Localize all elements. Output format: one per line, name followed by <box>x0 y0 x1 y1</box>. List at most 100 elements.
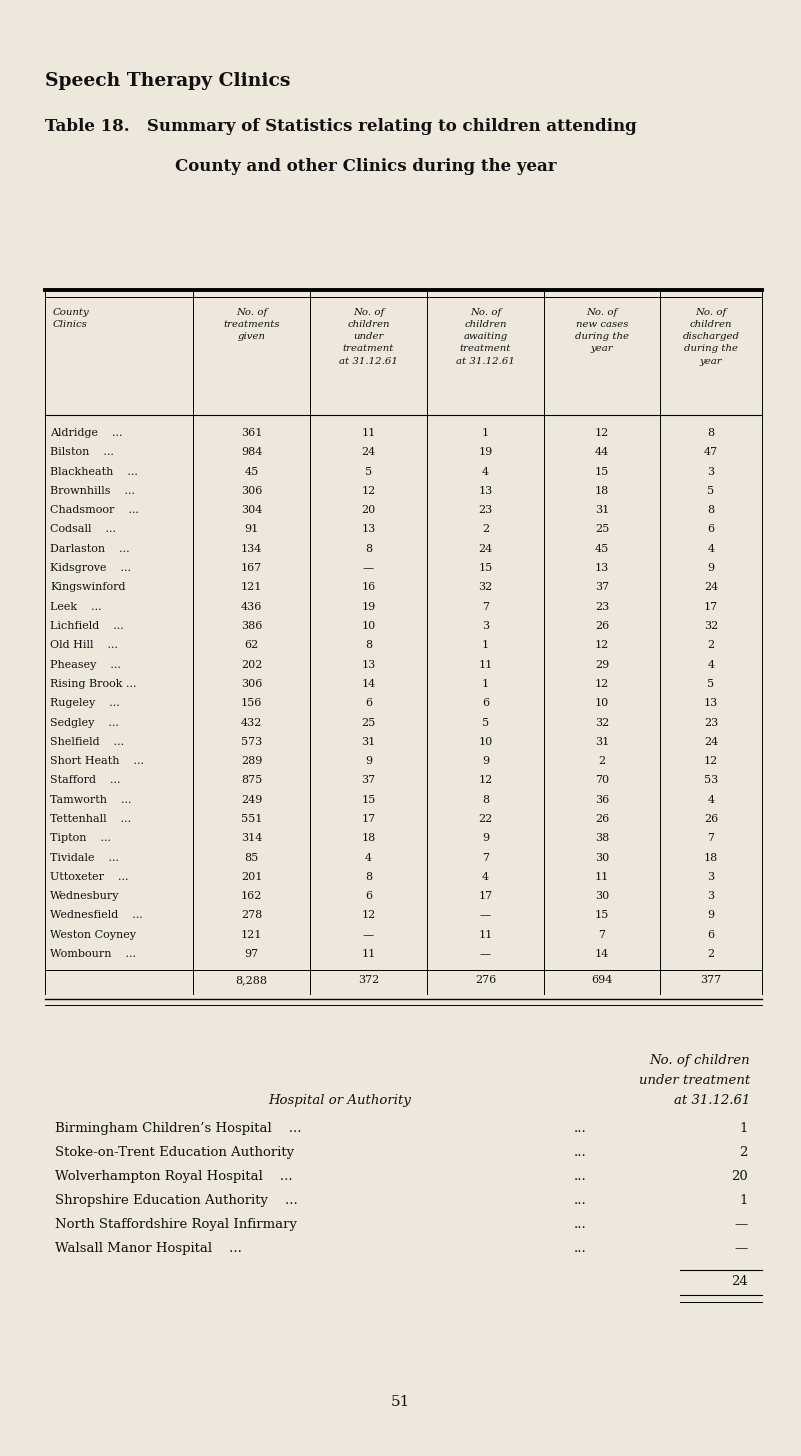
Text: —: — <box>363 563 374 574</box>
Text: 47: 47 <box>704 447 718 457</box>
Text: 2: 2 <box>707 949 714 960</box>
Text: 97: 97 <box>244 949 259 960</box>
Text: 121: 121 <box>241 930 262 939</box>
Text: 18: 18 <box>595 486 609 496</box>
Text: 12: 12 <box>595 641 609 651</box>
Text: Speech Therapy Clinics: Speech Therapy Clinics <box>45 71 291 90</box>
Text: 12: 12 <box>478 776 493 785</box>
Text: 26: 26 <box>704 814 718 824</box>
Text: 4: 4 <box>482 872 489 882</box>
Text: 13: 13 <box>361 524 376 534</box>
Text: Rising Brook ...: Rising Brook ... <box>50 678 136 689</box>
Text: 37: 37 <box>361 776 376 785</box>
Text: 11: 11 <box>361 428 376 438</box>
Text: 8: 8 <box>365 543 372 553</box>
Text: Rugeley    ...: Rugeley ... <box>50 699 120 708</box>
Text: Wednesbury: Wednesbury <box>50 891 119 901</box>
Text: Wombourn    ...: Wombourn ... <box>50 949 136 960</box>
Text: Tamworth    ...: Tamworth ... <box>50 795 131 805</box>
Text: Shelfield    ...: Shelfield ... <box>50 737 124 747</box>
Text: ...: ... <box>574 1169 586 1182</box>
Text: 4: 4 <box>482 466 489 476</box>
Text: Hospital or Authority: Hospital or Authority <box>268 1093 412 1107</box>
Text: Leek    ...: Leek ... <box>50 601 102 612</box>
Text: 20: 20 <box>361 505 376 515</box>
Text: No. of
children
under
treatment
at 31.12.61: No. of children under treatment at 31.12… <box>339 309 398 365</box>
Text: 24: 24 <box>704 737 718 747</box>
Text: 6: 6 <box>365 699 372 708</box>
Text: Wednesfield    ...: Wednesfield ... <box>50 910 143 920</box>
Text: 134: 134 <box>241 543 262 553</box>
Text: 304: 304 <box>241 505 262 515</box>
Text: 2: 2 <box>707 641 714 651</box>
Text: 18: 18 <box>361 833 376 843</box>
Text: 5: 5 <box>707 678 714 689</box>
Text: 19: 19 <box>478 447 493 457</box>
Text: —: — <box>735 1217 748 1230</box>
Text: Stafford    ...: Stafford ... <box>50 776 120 785</box>
Text: 26: 26 <box>595 622 609 630</box>
Text: No. of
new cases
during the
year: No. of new cases during the year <box>575 309 629 354</box>
Text: 5: 5 <box>482 718 489 728</box>
Text: 875: 875 <box>241 776 262 785</box>
Text: Sedgley    ...: Sedgley ... <box>50 718 119 728</box>
Text: 24: 24 <box>361 447 376 457</box>
Text: 37: 37 <box>595 582 609 593</box>
Text: 377: 377 <box>700 976 722 986</box>
Text: 24: 24 <box>478 543 493 553</box>
Text: 12: 12 <box>361 910 376 920</box>
Text: No. of
children
discharged
during the
year: No. of children discharged during the ye… <box>682 309 739 365</box>
Text: 278: 278 <box>241 910 262 920</box>
Text: 1: 1 <box>482 641 489 651</box>
Text: 9: 9 <box>707 563 714 574</box>
Text: 31: 31 <box>361 737 376 747</box>
Text: 23: 23 <box>478 505 493 515</box>
Text: —: — <box>480 910 491 920</box>
Text: Tividale    ...: Tividale ... <box>50 853 119 862</box>
Text: Chadsmoor    ...: Chadsmoor ... <box>50 505 139 515</box>
Text: 36: 36 <box>595 795 609 805</box>
Text: 12: 12 <box>595 428 609 438</box>
Text: 15: 15 <box>595 910 609 920</box>
Text: 202: 202 <box>241 660 262 670</box>
Text: 24: 24 <box>731 1274 748 1287</box>
Text: 22: 22 <box>478 814 493 824</box>
Text: 20: 20 <box>731 1169 748 1182</box>
Text: 8: 8 <box>482 795 489 805</box>
Text: 3: 3 <box>707 466 714 476</box>
Text: 51: 51 <box>391 1395 410 1409</box>
Text: 306: 306 <box>241 486 262 496</box>
Text: 11: 11 <box>478 930 493 939</box>
Text: 31: 31 <box>595 505 609 515</box>
Text: 4: 4 <box>707 660 714 670</box>
Text: Codsall    ...: Codsall ... <box>50 524 116 534</box>
Text: 32: 32 <box>704 622 718 630</box>
Text: 15: 15 <box>361 795 376 805</box>
Text: 249: 249 <box>241 795 262 805</box>
Text: 32: 32 <box>595 718 609 728</box>
Text: 10: 10 <box>595 699 609 708</box>
Text: 386: 386 <box>241 622 262 630</box>
Text: 2: 2 <box>598 756 606 766</box>
Text: 6: 6 <box>365 891 372 901</box>
Text: 984: 984 <box>241 447 262 457</box>
Text: 2: 2 <box>739 1146 748 1159</box>
Text: Weston Coyney: Weston Coyney <box>50 930 136 939</box>
Text: ...: ... <box>574 1121 586 1134</box>
Text: 38: 38 <box>595 833 609 843</box>
Text: 13: 13 <box>478 486 493 496</box>
Text: 694: 694 <box>591 976 613 986</box>
Text: —: — <box>363 930 374 939</box>
Text: under treatment: under treatment <box>638 1073 750 1086</box>
Text: Brownhills    ...: Brownhills ... <box>50 486 135 496</box>
Text: 23: 23 <box>595 601 609 612</box>
Text: 1: 1 <box>482 678 489 689</box>
Text: 18: 18 <box>704 853 718 862</box>
Text: 4: 4 <box>707 543 714 553</box>
Text: Shropshire Education Authority    ...: Shropshire Education Authority ... <box>55 1194 298 1207</box>
Text: 9: 9 <box>482 756 489 766</box>
Text: 8,288: 8,288 <box>235 976 268 986</box>
Text: 26: 26 <box>595 814 609 824</box>
Text: 91: 91 <box>244 524 259 534</box>
Text: 3: 3 <box>707 891 714 901</box>
